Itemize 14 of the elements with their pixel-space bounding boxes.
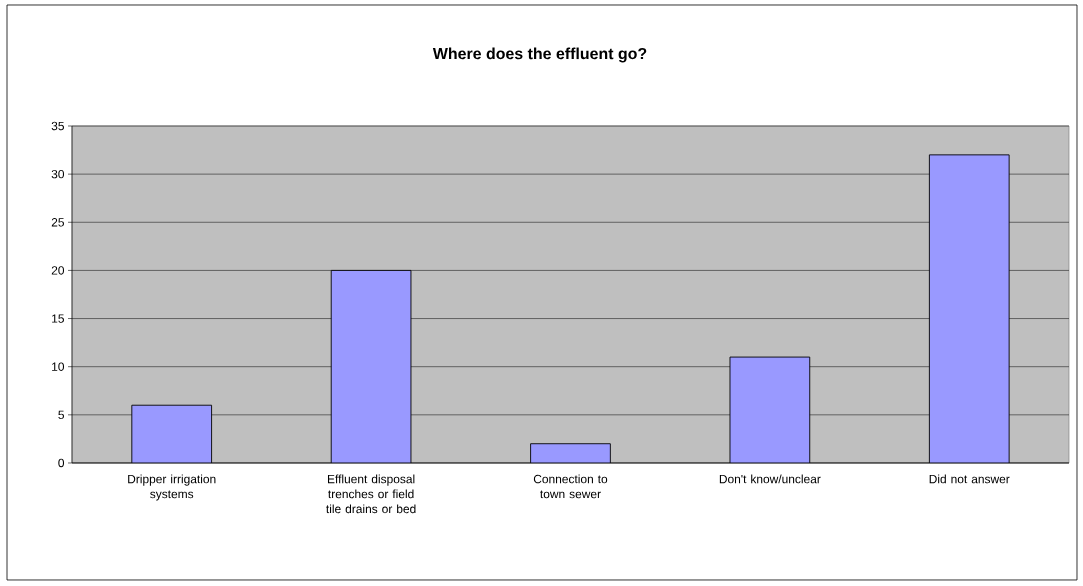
x-tick-label: Connection to town sewer bbox=[533, 474, 608, 499]
chart-title: Where does the effluent go? bbox=[432, 47, 647, 63]
y-tick-label: 35 bbox=[51, 121, 64, 131]
y-tick-label: 20 bbox=[51, 266, 65, 275]
x-tick-label: Don't know/unclear bbox=[719, 474, 821, 484]
y-tick-label: 0 bbox=[58, 458, 65, 468]
x-tick-label: Did not answer bbox=[929, 474, 1010, 484]
y-tick-label: 10 bbox=[52, 362, 65, 371]
x-tick-label: Dripper irrigation systems bbox=[128, 474, 216, 501]
y-tick-label: 5 bbox=[58, 410, 64, 420]
x-tick-label: Effluent disposal trenches or field tile drains or bed bbox=[326, 474, 416, 514]
y-tick-label: 15 bbox=[52, 314, 64, 323]
y-tick-label: 30 bbox=[51, 169, 65, 179]
y-tick-label: 25 bbox=[51, 218, 64, 227]
